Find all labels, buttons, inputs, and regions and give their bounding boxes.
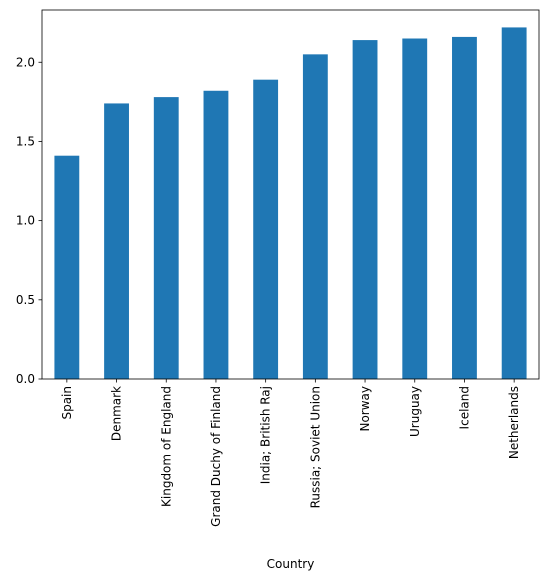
bar-uruguay (402, 38, 428, 379)
x-tick-label: Norway (358, 386, 372, 432)
bar-kingdom-of-england (153, 97, 179, 380)
y-tick-label: 0.0 (16, 372, 35, 386)
bar-norway (352, 40, 378, 380)
y-tick-label: 0.5 (16, 293, 35, 307)
x-tick-label: Grand Duchy of Finland (209, 386, 223, 527)
x-tick-label: Kingdom of England (159, 386, 173, 507)
x-tick-label: Russia; Soviet Union (308, 386, 322, 508)
bars-group (54, 27, 527, 380)
bar-iceland (452, 36, 477, 379)
bar-netherlands (501, 27, 527, 380)
x-tick-label: India; British Raj (259, 386, 273, 484)
bar-spain (54, 155, 80, 379)
x-tick-label: Spain (60, 386, 74, 420)
x-axis-ticks: Spain Denmark Kingdom of England Grand Duch… (60, 379, 521, 527)
bar-russia-soviet-union (302, 54, 328, 379)
x-tick-label: Denmark (110, 386, 124, 441)
x-tick-label: Uruguay (408, 386, 422, 437)
x-tick-label: Netherlands (507, 386, 521, 459)
bar-denmark (104, 103, 129, 379)
y-tick-label: 1.0 (16, 214, 35, 228)
bar-india-british-raj (253, 79, 279, 379)
y-tick-label: 1.5 (16, 134, 35, 148)
plot-frame (41, 9, 540, 380)
x-axis-label: Country (267, 557, 315, 571)
x-tick-label: Iceland (457, 386, 471, 429)
bar-grand-duchy-of-finland (203, 90, 229, 379)
y-axis-ticks: 0.0 0.5 1.0 1.5 2.0 (16, 55, 42, 386)
y-tick-label: 2.0 (16, 55, 35, 69)
